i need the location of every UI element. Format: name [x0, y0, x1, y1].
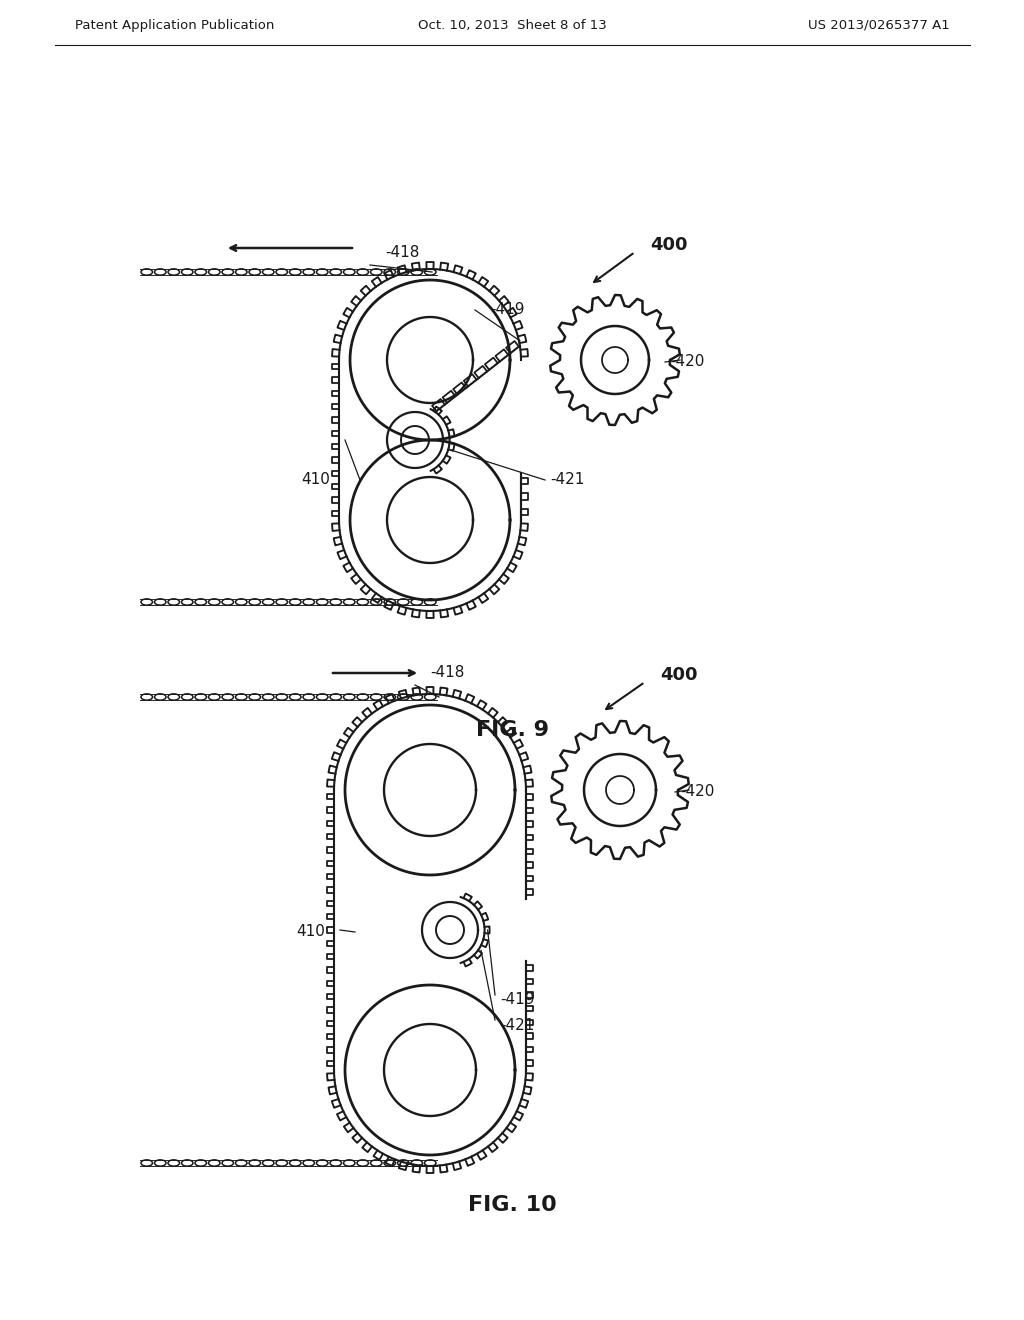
Text: -421: -421: [500, 1018, 535, 1032]
Text: 400: 400: [660, 667, 697, 684]
Text: Oct. 10, 2013  Sheet 8 of 13: Oct. 10, 2013 Sheet 8 of 13: [418, 18, 606, 32]
Text: Patent Application Publication: Patent Application Publication: [75, 18, 274, 32]
Text: 400: 400: [650, 236, 687, 253]
Text: -419: -419: [490, 302, 524, 318]
Text: -420: -420: [670, 355, 705, 370]
Text: -419: -419: [500, 993, 535, 1007]
Text: US 2013/0265377 A1: US 2013/0265377 A1: [808, 18, 950, 32]
Text: 410: 410: [296, 924, 325, 940]
Text: FIG. 9: FIG. 9: [475, 719, 549, 741]
Text: -420: -420: [680, 784, 715, 800]
Text: 410: 410: [301, 473, 330, 487]
Text: -418: -418: [430, 665, 464, 680]
Text: FIG. 10: FIG. 10: [468, 1195, 556, 1214]
Text: -418: -418: [385, 246, 420, 260]
Text: -421: -421: [550, 473, 585, 487]
